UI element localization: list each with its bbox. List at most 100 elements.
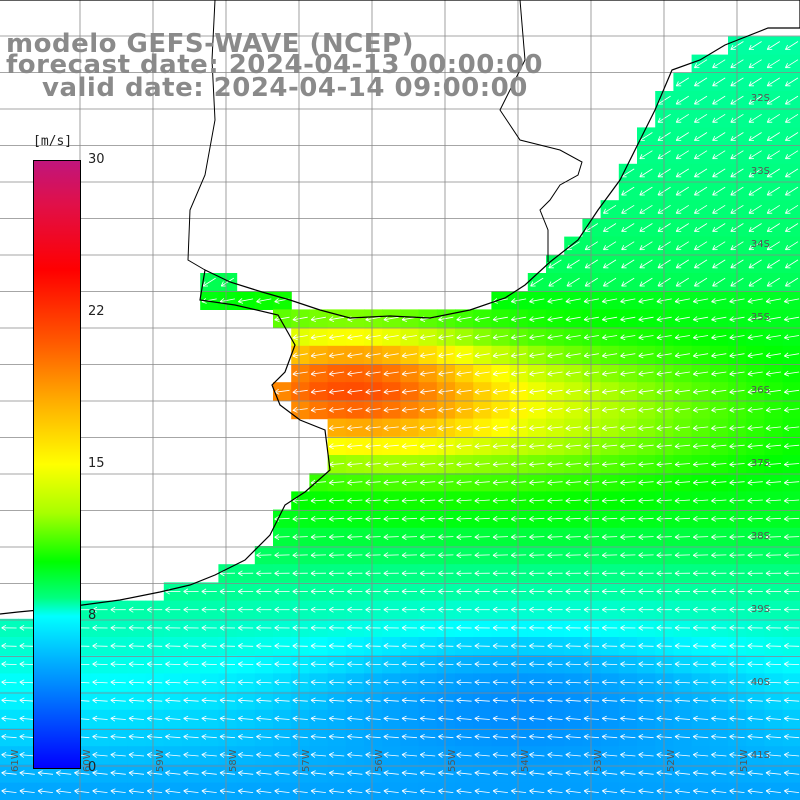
wind-arrow bbox=[438, 643, 454, 649]
colorbar-tick: 30 bbox=[88, 152, 105, 167]
wind-cell bbox=[655, 127, 674, 147]
wind-arrow bbox=[765, 334, 781, 341]
wind-arrow bbox=[692, 515, 709, 522]
wind-arrow bbox=[565, 497, 581, 504]
wind-arrow bbox=[638, 425, 654, 431]
wind-arrow bbox=[1, 624, 17, 631]
wind-arrow bbox=[347, 624, 363, 631]
wind-arrow bbox=[638, 479, 654, 486]
wind-arrow bbox=[383, 643, 399, 649]
wind-arrow bbox=[274, 316, 290, 322]
wind-arrow bbox=[766, 41, 781, 50]
wind-arrow bbox=[256, 624, 272, 631]
wind-cell bbox=[36, 782, 56, 800]
wind-arrow bbox=[621, 277, 635, 287]
wind-arrow bbox=[711, 679, 727, 686]
wind-arrow bbox=[474, 461, 490, 468]
wind-arrow bbox=[674, 643, 691, 649]
wind-arrow bbox=[692, 661, 709, 668]
wind-arrow bbox=[365, 479, 381, 486]
wind-arrow bbox=[310, 334, 326, 341]
wind-arrow bbox=[783, 606, 800, 613]
wind-arrow bbox=[675, 204, 690, 214]
wind-arrow bbox=[692, 552, 709, 559]
wind-arrow bbox=[19, 788, 35, 795]
wind-arrow bbox=[712, 223, 726, 232]
lat-label: 35S bbox=[751, 312, 770, 323]
wind-arrow bbox=[692, 461, 709, 468]
wind-arrow bbox=[256, 679, 272, 686]
wind-arrow bbox=[365, 588, 381, 595]
wind-arrow bbox=[529, 679, 545, 686]
wind-arrow bbox=[401, 497, 418, 504]
wind-arrow bbox=[547, 661, 563, 668]
wind-arrow bbox=[529, 606, 545, 613]
lon-label: 53W bbox=[593, 749, 604, 772]
wind-arrow bbox=[474, 624, 490, 631]
wind-arrow bbox=[784, 334, 800, 341]
wind-arrow bbox=[785, 150, 799, 160]
wind-arrow bbox=[765, 352, 781, 359]
wind-arrow bbox=[474, 316, 490, 322]
wind-arrow bbox=[511, 406, 527, 413]
wind-arrow bbox=[530, 277, 544, 287]
wind-arrow bbox=[165, 697, 181, 704]
wind-arrow bbox=[583, 679, 600, 686]
wind-arrow bbox=[456, 352, 472, 359]
wind-arrow bbox=[638, 697, 654, 704]
wind-arrow bbox=[547, 515, 563, 522]
wind-arrow bbox=[347, 388, 363, 395]
wind-arrow bbox=[329, 406, 345, 413]
wind-arrow bbox=[638, 570, 654, 577]
wind-arrow bbox=[510, 697, 527, 704]
wind-arrow bbox=[603, 277, 617, 287]
wind-arrow bbox=[147, 788, 163, 795]
wind-cell bbox=[764, 254, 784, 274]
wind-arrow bbox=[328, 624, 345, 631]
wind-arrow bbox=[565, 406, 581, 413]
wind-arrow bbox=[183, 733, 199, 740]
wind-cell bbox=[618, 163, 638, 183]
wind-arrow bbox=[565, 570, 581, 577]
wind-arrow bbox=[328, 588, 345, 595]
wind-arrow bbox=[638, 388, 654, 395]
wind-cell bbox=[691, 200, 711, 219]
wind-arrow bbox=[492, 443, 509, 450]
wind-arrow bbox=[711, 388, 727, 395]
wind-arrow bbox=[711, 406, 727, 413]
wind-arrow bbox=[438, 588, 454, 595]
wind-cell bbox=[673, 236, 693, 256]
wind-arrow bbox=[365, 334, 381, 341]
wind-arrow bbox=[110, 788, 126, 795]
wind-arrow bbox=[601, 733, 618, 740]
wind-arrow bbox=[766, 186, 781, 196]
wind-arrow bbox=[492, 552, 509, 559]
wind-arrow bbox=[492, 461, 509, 468]
wind-cell bbox=[218, 782, 238, 800]
wind-arrow bbox=[583, 624, 600, 631]
wind-arrow bbox=[603, 204, 617, 214]
wind-arrow bbox=[237, 643, 254, 649]
wind-cell bbox=[655, 145, 674, 165]
wind-arrow bbox=[383, 770, 399, 777]
wind-arrow bbox=[692, 497, 709, 504]
wind-arrow bbox=[748, 95, 762, 105]
wind-arrow bbox=[784, 788, 800, 795]
wind-arrow bbox=[583, 443, 600, 450]
wind-arrow bbox=[438, 370, 454, 377]
wind-arrow bbox=[547, 425, 563, 431]
wind-cell bbox=[600, 200, 620, 219]
wind-arrow bbox=[694, 150, 708, 160]
wind-arrow bbox=[765, 788, 781, 795]
wind-arrow bbox=[765, 370, 781, 377]
wind-arrow bbox=[1, 679, 17, 686]
wind-arrow bbox=[712, 168, 726, 178]
wind-arrow bbox=[438, 316, 454, 322]
wind-cell bbox=[746, 54, 765, 74]
wind-arrow bbox=[201, 697, 217, 704]
wind-arrow bbox=[201, 715, 217, 722]
wind-arrow bbox=[583, 788, 599, 795]
wind-arrow bbox=[565, 679, 581, 686]
wind-arrow bbox=[621, 241, 635, 251]
wind-arrow bbox=[347, 370, 363, 377]
